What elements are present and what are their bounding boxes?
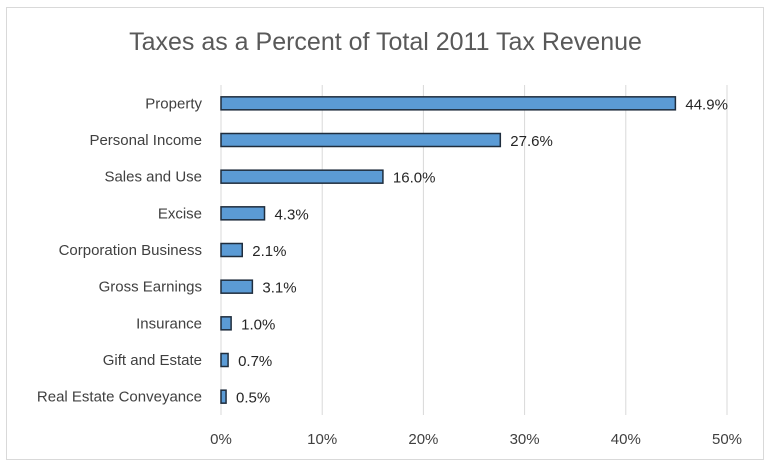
chart-frame: [6, 7, 764, 460]
data-label: 27.6%: [510, 133, 553, 150]
bar: [220, 316, 232, 331]
bar: [220, 169, 384, 184]
category-label: Gift and Estate: [103, 352, 202, 369]
bar: [220, 132, 502, 148]
data-label: 1.0%: [241, 316, 275, 333]
x-tick-label: 10%: [307, 431, 337, 448]
x-tick-label: 0%: [210, 431, 232, 448]
x-tick-label: 40%: [611, 431, 641, 448]
category-label: Real Estate Conveyance: [37, 389, 202, 406]
x-tick-label: 30%: [510, 431, 540, 448]
category-label: Personal Income: [89, 132, 202, 149]
category-label: Gross Earnings: [99, 279, 202, 296]
bar: [220, 279, 254, 294]
data-label: 3.1%: [262, 280, 296, 297]
category-label: Sales and Use: [104, 169, 202, 186]
x-tick-label: 20%: [408, 431, 438, 448]
bar: [220, 206, 266, 221]
category-label: Property: [145, 95, 202, 112]
data-label: 2.1%: [252, 243, 286, 260]
x-tick-label: 50%: [712, 431, 742, 448]
category-label: Excise: [158, 205, 202, 222]
category-label: Corporation Business: [59, 242, 202, 259]
data-label: 0.7%: [238, 353, 272, 370]
bar: [220, 352, 229, 368]
data-label: 16.0%: [393, 170, 436, 187]
bar: [220, 96, 677, 111]
chart-title: Taxes as a Percent of Total 2011 Tax Rev…: [129, 28, 642, 56]
bar: [220, 389, 227, 404]
data-label: 0.5%: [236, 390, 270, 407]
data-label: 4.3%: [275, 206, 309, 223]
data-label: 44.9%: [685, 96, 728, 113]
bar: [220, 242, 244, 258]
category-label: Insurance: [136, 315, 202, 332]
